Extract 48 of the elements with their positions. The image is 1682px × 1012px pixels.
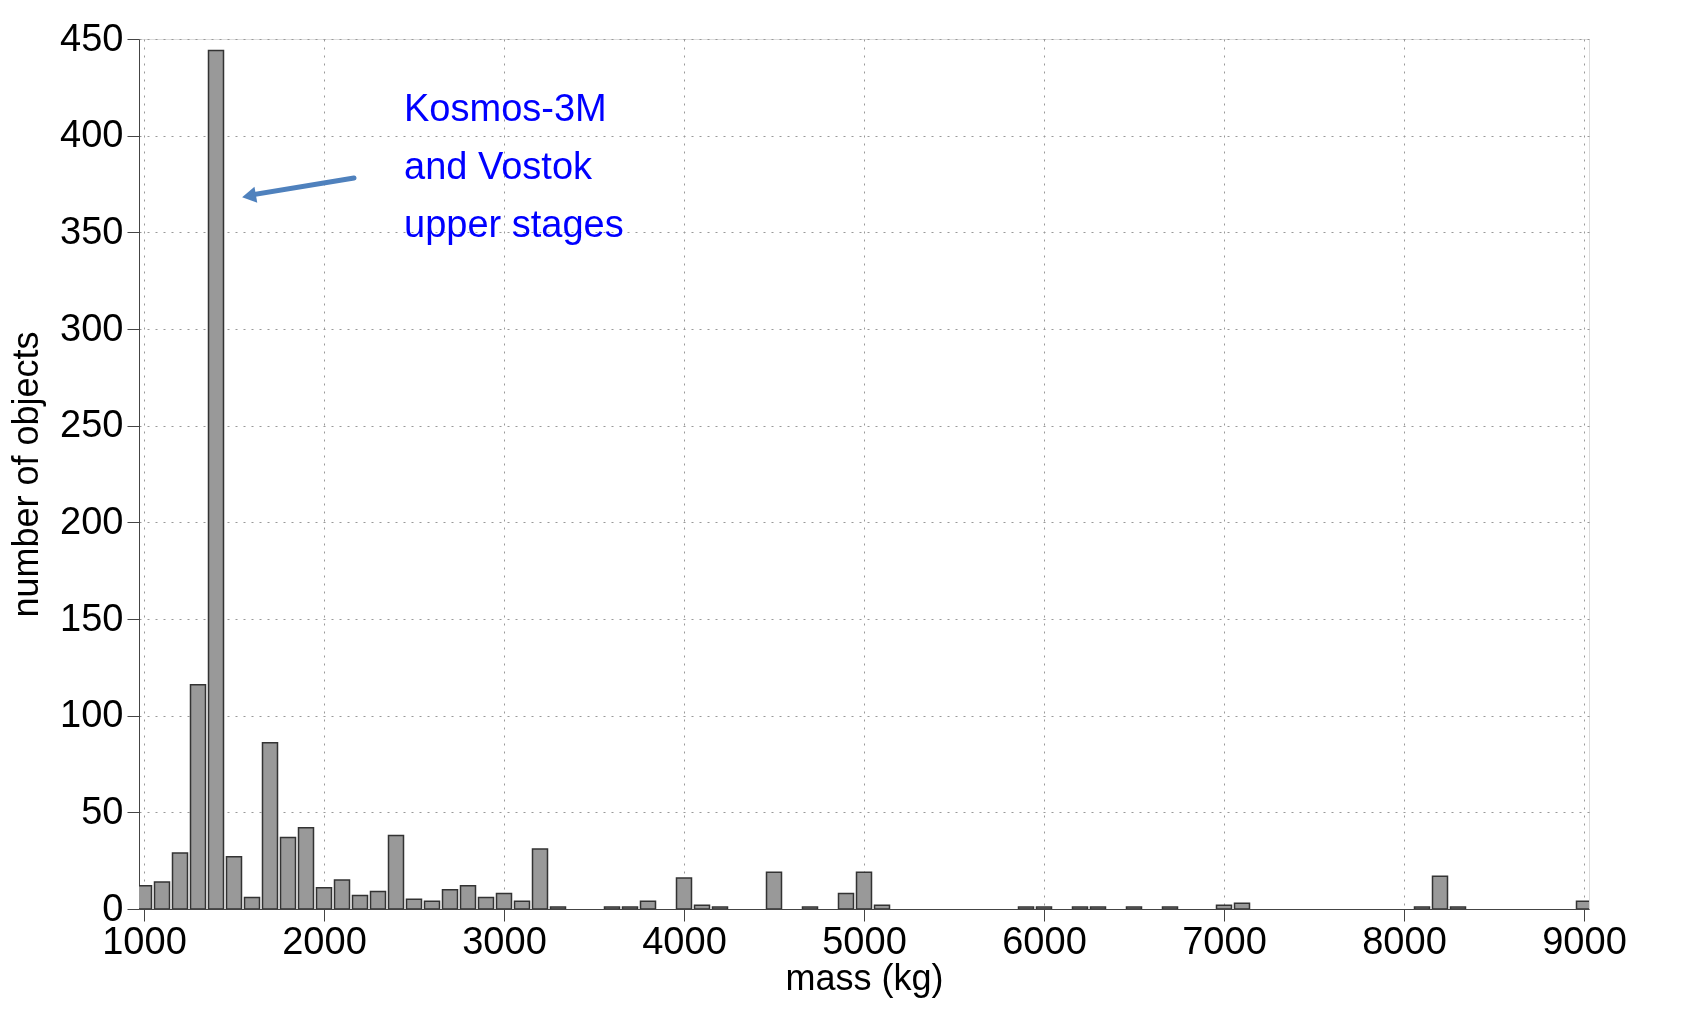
y-tick-label: 300 — [60, 306, 124, 349]
x-tick-label: 9000 — [1542, 919, 1627, 962]
bar — [873, 904, 891, 909]
bar — [495, 892, 513, 909]
bar — [513, 900, 531, 909]
bar — [369, 890, 387, 909]
x-tick-label: 4000 — [642, 919, 727, 962]
bar — [171, 852, 189, 909]
bar — [459, 885, 477, 909]
bar — [153, 881, 171, 909]
bar — [315, 886, 333, 909]
bar — [387, 834, 405, 909]
y-tick-label: 400 — [60, 113, 124, 156]
bar — [675, 877, 693, 909]
bar — [1233, 902, 1251, 909]
bar — [765, 871, 783, 909]
bar — [855, 871, 873, 909]
x-tick-label: 3000 — [462, 919, 547, 962]
bar — [351, 894, 369, 909]
y-tick-label: 450 — [60, 16, 124, 59]
x-tick-label: 2000 — [282, 919, 367, 962]
y-tick-label: 250 — [60, 403, 124, 446]
bar — [333, 879, 351, 909]
y-tick-label: 100 — [60, 693, 124, 736]
bar — [297, 827, 315, 909]
x-tick-label: 7000 — [1182, 919, 1267, 962]
bar — [225, 856, 243, 909]
annotation: Kosmos-3M and Vostok upper stages — [404, 87, 624, 245]
x-tick-label: 6000 — [1002, 919, 1087, 962]
y-tick-label: 150 — [60, 596, 124, 639]
bar — [531, 848, 549, 909]
y-axis-title: number of objects — [5, 331, 47, 618]
bar — [441, 888, 459, 909]
bar — [1215, 904, 1233, 909]
bar — [837, 892, 855, 909]
bar — [405, 898, 423, 909]
y-tick-label: 200 — [60, 499, 124, 542]
bar — [243, 896, 261, 909]
y-tick-label: 350 — [60, 209, 124, 252]
bar — [477, 896, 495, 909]
bar — [279, 836, 297, 909]
x-tick-label: 8000 — [1362, 919, 1447, 962]
bar — [207, 49, 225, 909]
y-tick-label: 50 — [81, 789, 124, 832]
bar — [693, 904, 711, 909]
bar — [1431, 875, 1449, 909]
bar — [639, 900, 657, 909]
bar — [423, 900, 441, 909]
